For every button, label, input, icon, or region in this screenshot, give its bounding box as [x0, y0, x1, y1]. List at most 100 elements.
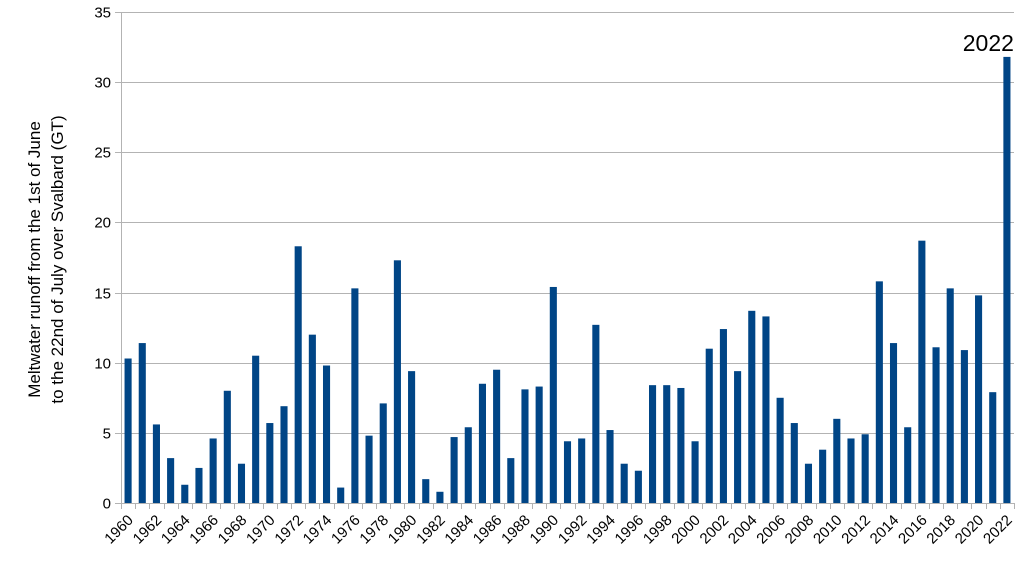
- y-tick-label: 25: [94, 145, 111, 162]
- bar-1979: [393, 260, 401, 503]
- bar-2016: [918, 240, 926, 504]
- y-tick-label: 30: [94, 75, 111, 92]
- bar-2017: [932, 347, 940, 503]
- bar-1960: [124, 358, 132, 503]
- y-tick-label: 5: [103, 426, 111, 443]
- bar-2013: [875, 281, 883, 503]
- bar-2015: [904, 427, 912, 503]
- x-tick-label: 1966: [186, 512, 222, 548]
- bar-1999: [677, 387, 685, 503]
- y-tick-label: 10: [94, 356, 111, 373]
- bar-2008: [804, 463, 813, 503]
- bar-2011: [847, 438, 855, 503]
- x-tick-labels: 1960196219641966196819701972197419761978…: [101, 512, 1015, 548]
- bar-2006: [776, 397, 784, 503]
- bar-1985: [478, 383, 486, 503]
- x-tick-label: 1978: [356, 512, 392, 548]
- bar-1974: [322, 365, 331, 503]
- bar-1994: [606, 430, 614, 503]
- y-tick-label: 20: [94, 215, 111, 232]
- bar-1971: [280, 406, 288, 503]
- x-tick-label: 2016: [895, 512, 931, 548]
- bar-2007: [790, 423, 798, 503]
- x-tick-label: 1986: [470, 512, 506, 548]
- x-tick-label: 1994: [583, 512, 619, 548]
- bar-1986: [493, 369, 501, 503]
- bar-1987: [507, 458, 515, 503]
- x-tick-label: 1968: [215, 512, 251, 548]
- x-tick-label: 1990: [527, 512, 563, 548]
- x-tick-label: 2008: [782, 512, 818, 548]
- bar-1992: [578, 438, 586, 503]
- y-axis-title-line: Meltwater runoff from the 1st of June: [25, 121, 44, 398]
- bar-2009: [819, 449, 827, 503]
- bar-1973: [308, 334, 316, 503]
- bar-1965: [195, 467, 203, 503]
- bar-1970: [266, 423, 274, 503]
- annotation-label: 2022: [963, 30, 1014, 56]
- x-tick-label: 1976: [328, 512, 364, 548]
- bar-1989: [535, 386, 543, 503]
- x-tick-label: 1974: [300, 512, 336, 548]
- bar-2001: [705, 348, 713, 503]
- bar-1966: [209, 438, 217, 503]
- bar-1990: [549, 286, 557, 503]
- bar-1969: [252, 355, 260, 503]
- bar-1984: [464, 427, 472, 503]
- y-tick-label: 35: [94, 5, 111, 22]
- bar-1991: [563, 441, 572, 503]
- bar-2019: [960, 350, 968, 503]
- bar-1978: [379, 403, 387, 503]
- x-tick-label: 1972: [271, 512, 307, 548]
- x-tick-label: 1988: [498, 512, 534, 548]
- x-tick-label: 2000: [668, 512, 704, 548]
- gridlines: [115, 12, 1015, 509]
- x-tick-label: 2020: [952, 512, 988, 548]
- bar-2005: [762, 316, 770, 503]
- x-tick-label: 1964: [158, 512, 194, 548]
- bar-1995: [620, 463, 628, 503]
- x-tick-label: 1962: [130, 512, 166, 548]
- bar-1983: [450, 437, 458, 503]
- y-tick-label: 15: [94, 286, 111, 303]
- bar-1980: [408, 371, 416, 503]
- bar-1998: [663, 385, 671, 503]
- y-axis-title: Meltwater runoff from the 1st of June to …: [25, 115, 67, 403]
- bar-1976: [351, 288, 359, 503]
- bar-2010: [833, 418, 841, 503]
- bar-1964: [181, 484, 189, 503]
- bar-1997: [649, 385, 657, 503]
- bar-1972: [294, 246, 302, 503]
- bar-1962: [152, 424, 160, 503]
- bar-2014: [889, 343, 898, 503]
- x-tick-label: 2018: [923, 512, 959, 548]
- x-tick-label: 1980: [385, 512, 421, 548]
- bar-1968: [237, 463, 246, 503]
- x-tick-label: 2010: [810, 512, 846, 548]
- bar-1975: [337, 487, 345, 503]
- bar-1961: [138, 343, 146, 503]
- y-tick-label: 0: [103, 496, 111, 513]
- bars: [124, 56, 1011, 504]
- bar-1988: [521, 389, 529, 503]
- x-tick-label: 2002: [697, 512, 733, 548]
- bar-2002: [719, 329, 727, 503]
- bar-1963: [167, 458, 175, 503]
- x-tick-label: 1960: [101, 512, 137, 548]
- x-tick-label: 2006: [753, 512, 789, 548]
- bar-2012: [861, 434, 869, 503]
- bar-1982: [436, 491, 444, 503]
- x-tick-label: 1992: [555, 512, 591, 548]
- annotations: 2022: [963, 30, 1014, 56]
- bar-2004: [748, 310, 756, 503]
- bar-2003: [734, 371, 742, 503]
- y-axis-title-line: to the 22nd of July over Svalbard (GT): [48, 115, 67, 403]
- y-tick-labels: 0 5 10 15 20 25 30 35: [94, 5, 111, 513]
- bar-2021: [989, 392, 997, 503]
- x-tick-label: 1982: [413, 512, 449, 548]
- bar-2022: [1003, 56, 1011, 503]
- x-tick-label: 1998: [640, 512, 676, 548]
- bar-1996: [634, 470, 642, 503]
- bar-1993: [592, 324, 600, 503]
